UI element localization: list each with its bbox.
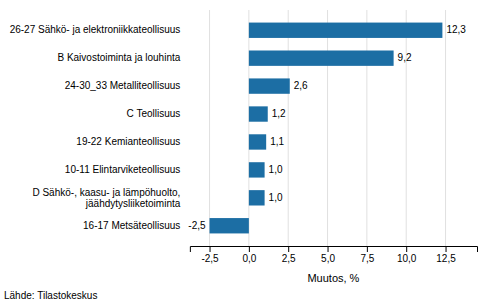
grid-line — [366, 10, 367, 246]
grid — [210, 10, 446, 246]
bar — [210, 218, 249, 233]
y-tick: 10-11 Elintarviketeollisuus — [65, 164, 190, 175]
grid-line — [288, 10, 289, 246]
x-tick-label: 10,0 — [397, 253, 417, 264]
data-label: 1,0 — [269, 192, 283, 203]
x-tick-mark — [288, 246, 289, 252]
x-tick: 12,5 — [436, 246, 456, 264]
x-tick-mark — [249, 246, 250, 252]
bar — [249, 78, 290, 93]
x-tick: 0,0 — [242, 246, 256, 264]
data-label: 9,2 — [398, 52, 412, 63]
x-tick: -2,5 — [201, 246, 219, 264]
x-tick-label: -2,5 — [201, 253, 219, 264]
data-labels: -2,5 1,0 1,0 1,1 1,2 2,6 9,2 12,3 — [188, 24, 466, 231]
y-tick: 26-27 Sähkö- ja elektroniikkateollisuus — [10, 24, 190, 35]
bar — [249, 162, 265, 177]
y-tick: 19-22 Kemianteollisuus — [76, 136, 190, 147]
y-tick-label: 26-27 Sähkö- ja elektroniikkateollisuus — [10, 24, 181, 35]
chart: -2,5 0,0 2,5 5,0 7,5 10,0 12,5 16-17 Metsäteoll… — [0, 0, 493, 304]
x-tick: 2,5 — [282, 246, 296, 264]
x-tick: 10,0 — [397, 246, 417, 264]
y-tick-label: 19-22 Kemianteollisuus — [76, 136, 180, 147]
grid-line — [406, 10, 407, 246]
grid-line — [445, 10, 446, 246]
x-tick-mark — [328, 246, 329, 252]
y-tick-label: B Kaivostoiminta ja louhinta — [57, 52, 180, 63]
y-tick-label: C Teollisuus — [127, 108, 181, 119]
x-tick: 5,0 — [321, 246, 335, 264]
y-tick: D Sähkö-, kaasu- ja lämpöhuolto,jäähdyty… — [32, 187, 189, 209]
x-axis-line — [190, 247, 477, 253]
y-tick-label: 10-11 Elintarviketeollisuus — [65, 164, 180, 175]
data-label: 2,6 — [294, 80, 308, 91]
data-label: 1,0 — [269, 164, 283, 175]
data-label: 1,2 — [272, 108, 286, 119]
x-tick-label: 5,0 — [321, 253, 335, 264]
x-tick-label: 0,0 — [242, 253, 256, 264]
grid-line — [248, 10, 249, 246]
x-tick-mark — [210, 246, 211, 252]
x-tick-mark — [406, 246, 407, 252]
x-tick-label: 7,5 — [360, 253, 374, 264]
x-tick-mark — [367, 246, 368, 252]
grid-line — [327, 10, 328, 246]
y-tick: B Kaivostoiminta ja louhinta — [57, 52, 189, 63]
data-label: 1,1 — [270, 136, 284, 147]
y-tick: C Teollisuus — [127, 108, 190, 119]
y-tick: 24-30_33 Metalliteollisuus — [65, 80, 190, 91]
x-tick-mark — [446, 246, 447, 252]
x-tick-label: 12,5 — [436, 253, 456, 264]
y-tick-label: 16-17 Metsäteollisuus — [83, 220, 180, 231]
bars — [210, 23, 443, 234]
x-tick: 7,5 — [360, 246, 374, 264]
bar — [249, 23, 443, 38]
y-tick: 16-17 Metsäteollisuus — [83, 220, 190, 231]
bar — [249, 190, 265, 205]
data-label: -2,5 — [188, 220, 206, 231]
bar — [249, 106, 268, 121]
source-note: Lähde: Tilastokeskus — [4, 290, 97, 301]
x-tick-label: 2,5 — [282, 253, 296, 264]
plot: -2,5 0,0 2,5 5,0 7,5 10,0 12,5 16-17 Metsäteoll… — [10, 10, 478, 264]
y-axis: 16-17 Metsäteollisuus D Sähkö-, kaasu- ja… — [10, 24, 190, 231]
data-label: 12,3 — [446, 24, 466, 35]
bar — [249, 50, 394, 65]
grid-line — [209, 10, 210, 246]
y-tick-label: 24-30_33 Metalliteollisuus — [65, 80, 181, 91]
bar — [249, 134, 266, 149]
x-axis: -2,5 0,0 2,5 5,0 7,5 10,0 12,5 — [190, 246, 477, 264]
x-axis-title: Muutos, % — [307, 272, 359, 284]
y-tick-label: D Sähkö-, kaasu- ja lämpöhuolto,jäähdyty… — [32, 187, 180, 209]
